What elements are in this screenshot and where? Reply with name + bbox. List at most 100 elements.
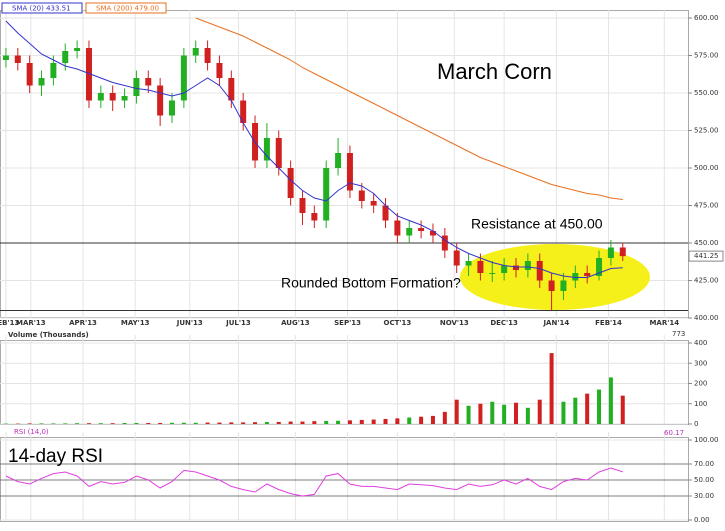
candle-body <box>157 85 164 116</box>
y-tick-label: 600.00 <box>694 14 719 22</box>
annotation: 14-day RSI <box>8 446 103 467</box>
candle-body <box>418 228 425 231</box>
candle-body <box>180 55 187 101</box>
x-tick-label: JAN'14 <box>542 319 569 327</box>
candle-body <box>453 250 460 266</box>
volume-bar <box>466 405 471 424</box>
y-tick-label: 0.00 <box>694 516 710 524</box>
candle-body <box>548 280 555 291</box>
volume-bar <box>525 407 530 424</box>
candle-body <box>513 265 519 270</box>
candle-body <box>346 153 353 191</box>
x-tick-label: OCT'13 <box>384 319 412 327</box>
candle-body <box>429 231 436 236</box>
candle-body <box>524 261 531 270</box>
candle-body <box>619 247 626 257</box>
y-tick-label: 475.00 <box>694 202 719 210</box>
volume-bar <box>336 420 341 424</box>
volume-bar <box>300 421 305 424</box>
volume-bar <box>537 399 542 424</box>
annotation: Rounded Bottom Formation? <box>281 275 461 291</box>
volume-bar <box>454 399 459 424</box>
volume-bar <box>134 422 139 424</box>
x-tick-label: FEB'13 <box>0 319 19 327</box>
y-tick-label: 575.00 <box>694 52 719 60</box>
volume-bar <box>312 421 317 424</box>
candle-body <box>2 55 9 60</box>
candle-body <box>263 138 270 161</box>
candle-body <box>299 198 306 213</box>
candle-body <box>406 228 413 236</box>
candle-body <box>560 280 567 291</box>
x-tick-label: NOV'13 <box>440 319 469 327</box>
candle-body <box>50 63 57 78</box>
x-tick-label: DEC'13 <box>490 319 518 327</box>
volume-bar <box>585 393 590 424</box>
y-tick-label: 500.00 <box>694 164 719 172</box>
volume-bar <box>193 422 198 424</box>
volume-bar <box>264 421 269 424</box>
volume-bar <box>442 411 447 424</box>
x-tick-label: MAR'14 <box>649 319 679 327</box>
candle-body <box>382 205 389 221</box>
volume-bar <box>75 423 80 424</box>
x-tick-label: MAR'13 <box>16 319 46 327</box>
candle-body <box>441 235 448 251</box>
legend-box <box>85 2 167 14</box>
candle-body <box>121 96 128 101</box>
y-tick-label: 30.00 <box>694 492 714 500</box>
series-line <box>195 17 623 200</box>
candle-body <box>607 247 614 258</box>
volume-bar <box>276 421 281 424</box>
candle-body <box>14 55 21 63</box>
volume-bar <box>597 389 602 424</box>
legend-entry: SMA (200) 479.00 <box>96 5 159 13</box>
volume-bar <box>63 423 68 424</box>
panel-title: RSI (14,0) <box>14 428 49 436</box>
y-tick-label: 300 <box>694 359 707 367</box>
candle-body <box>97 93 104 101</box>
volume-bar <box>288 421 293 424</box>
candle-body <box>38 78 45 86</box>
y-tick-label: 450.00 <box>694 239 719 247</box>
candle-body <box>74 48 81 51</box>
candle-body <box>323 168 330 221</box>
candle-body <box>287 168 294 198</box>
y-tick-label: 200 <box>694 380 707 388</box>
candle-body <box>501 265 508 273</box>
y-tick-label: 100.00 <box>694 436 719 444</box>
volume-bar <box>158 422 163 424</box>
price-tag <box>688 250 724 262</box>
candle-body <box>275 138 282 168</box>
candle-body <box>465 261 472 266</box>
y-tick-label: 400.00 <box>694 314 719 322</box>
y-tick-label: 425.00 <box>694 277 719 285</box>
candle-body <box>192 48 199 56</box>
panel-title: Volume (Thousands) <box>8 331 89 339</box>
candle-body <box>204 48 211 63</box>
candle-body <box>133 78 140 96</box>
candle-body <box>370 201 377 206</box>
candle-body <box>477 261 484 273</box>
candle-body <box>358 190 365 201</box>
volume-bar <box>608 377 613 424</box>
x-tick-label: JUN'13 <box>176 319 203 327</box>
candle-body <box>145 78 152 86</box>
volume-bar <box>549 353 554 424</box>
volume-bar <box>51 423 56 424</box>
x-tick-label: SEP'13 <box>334 319 361 327</box>
candle-body <box>62 51 69 63</box>
volume-bar <box>146 422 151 424</box>
candle-body <box>489 273 496 274</box>
volume-bar <box>347 420 352 424</box>
candle-body <box>335 153 342 168</box>
volume-bar <box>371 419 376 424</box>
candle-body <box>536 261 543 281</box>
legend-box <box>1 2 83 14</box>
volume-bar <box>170 422 174 424</box>
candle-body <box>584 273 591 276</box>
x-tick-label: APR'13 <box>69 319 97 327</box>
y-tick-label: 70.00 <box>694 460 714 468</box>
volume-bar <box>573 397 578 424</box>
